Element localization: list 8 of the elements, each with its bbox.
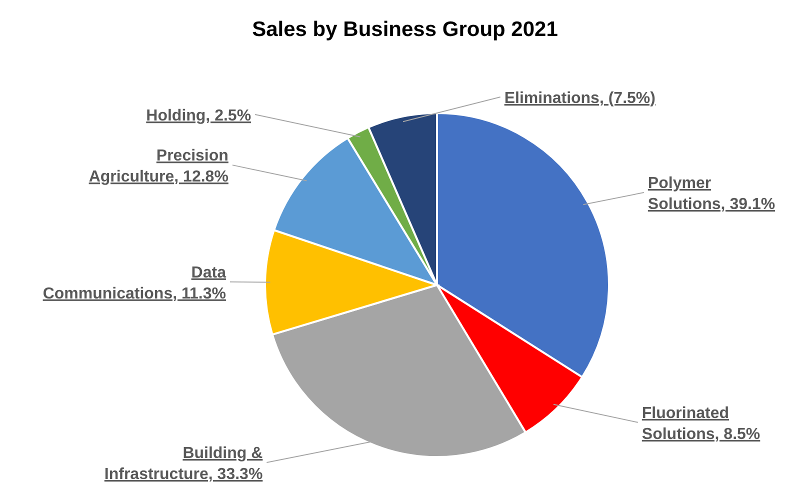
- chart-title: Sales by Business Group 2021: [251, 18, 559, 41]
- slice-label: Building & Infrastructure, 33.3%: [104, 445, 264, 483]
- slice-label: Eliminations, (7.5%): [504, 90, 656, 108]
- slice-label: Holding, 2.5%: [146, 108, 252, 125]
- slice-label: Precision Agriculture, 12.8%: [88, 148, 228, 186]
- slice-label: Polymer Solutions, 39.1%: [648, 175, 776, 214]
- slice-label: Fluorinated Solutions, 8.5%: [642, 404, 760, 443]
- slice-label: Data Communications, 11.3%: [42, 264, 226, 302]
